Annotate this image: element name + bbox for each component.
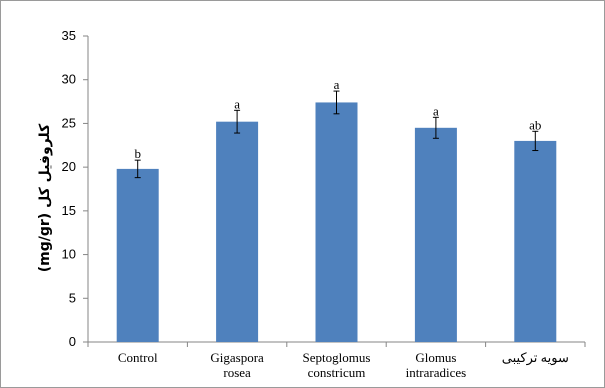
y-tick-label: 15 [62,203,76,218]
category-label: Control [118,350,158,365]
bar [315,102,358,343]
y-axis-title: (mg/gr) کلروفیل کل [37,123,53,272]
category-label: Septoglomus [303,350,371,365]
y-tick-label: 35 [62,28,76,43]
y-tick-label: 0 [69,334,76,349]
category-label: constricum [308,365,366,380]
y-tick-label: 30 [62,72,76,87]
y-axis: 0 5 10 15 20 25 30 35 [62,28,89,349]
y-tick-label: 20 [62,159,76,174]
y-tick-label: 5 [69,290,76,305]
bar [116,168,159,342]
x-axis [87,341,586,347]
category-label: Glomus [415,350,456,365]
bar [216,121,259,343]
category-label: intraradices [406,365,467,380]
bar [514,140,557,342]
category-label: rosea [223,365,251,380]
category-label: Gigaspora [210,350,264,365]
significance-letter: a [334,77,340,92]
error-bars [134,90,539,179]
category-label: سویه ترکیبی [502,350,569,366]
significance-letters: b a a a ab [134,77,541,161]
bar [414,127,457,342]
significance-letter: a [234,96,240,111]
significance-letter: ab [529,117,541,132]
significance-letter: b [134,146,141,161]
significance-letter: a [433,103,439,118]
y-tick-label: 10 [62,247,76,262]
bars [116,102,557,343]
y-tick-label: 25 [62,115,76,130]
